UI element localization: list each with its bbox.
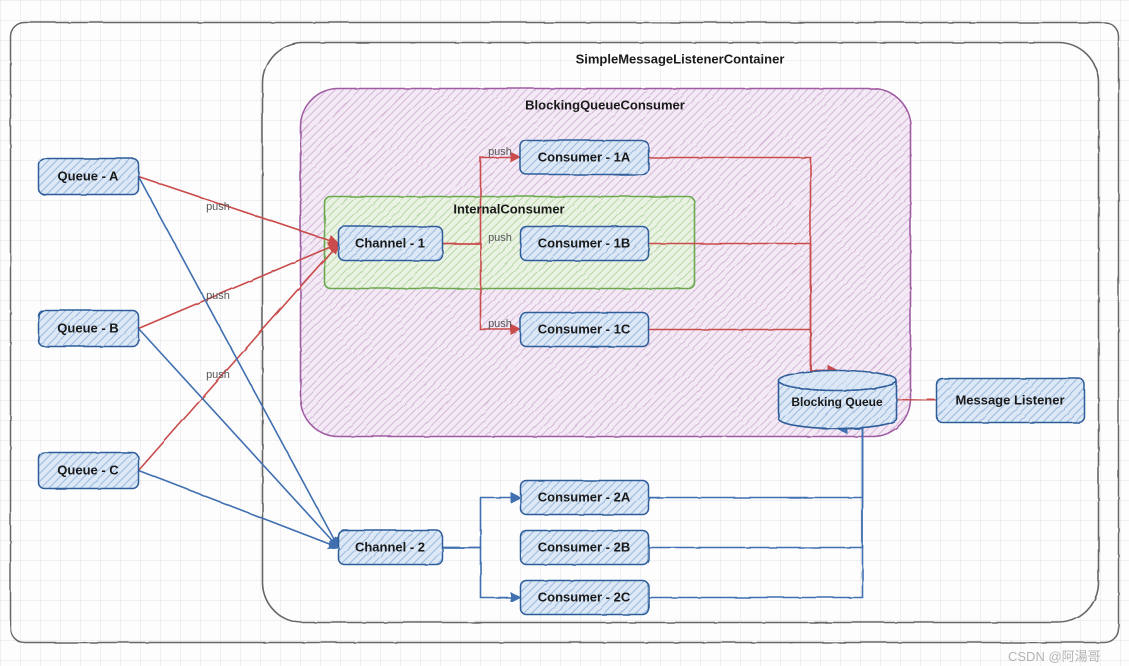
label-channel-2: Channel - 2 xyxy=(355,539,425,554)
label-queue-c: Queue - C xyxy=(57,462,119,477)
edge-consumer_2a-blocking_queue xyxy=(648,428,862,497)
edge-channel_2-consumer_2c xyxy=(442,547,520,597)
edge-queue_c-channel_2 xyxy=(138,470,338,547)
label-channel-1: Channel - 1 xyxy=(355,235,425,250)
edge-label-channel_1-consumer_1a: push xyxy=(488,146,512,158)
label-msg-listener: Message Listener xyxy=(955,392,1064,407)
label-smlc: SimpleMessageListenerContainer xyxy=(576,51,785,66)
label-consumer-1a: Consumer - 1A xyxy=(538,149,631,164)
label-internal: InternalConsumer xyxy=(453,201,564,216)
label-queue-a: Queue - A xyxy=(58,168,120,183)
edge-label-channel_1-consumer_1b: push xyxy=(488,232,512,244)
edge-label-queue_a-channel_1: push xyxy=(206,201,230,213)
edge-consumer_2c-blocking_queue xyxy=(648,428,862,597)
label-bqc: BlockingQueueConsumer xyxy=(525,97,685,112)
edge-consumer_2b-blocking_queue xyxy=(648,428,862,547)
label-consumer-1c: Consumer - 1C xyxy=(538,321,631,336)
edge-label-queue_b-channel_1: push xyxy=(206,290,230,302)
edge-label-queue_c-channel_1: push xyxy=(206,369,230,381)
label-queue-b: Queue - B xyxy=(57,320,118,335)
label-consumer-2b: Consumer - 2B xyxy=(538,539,630,554)
label-consumer-2c: Consumer - 2C xyxy=(538,589,631,604)
edge-blocking_queue-msg_listener xyxy=(896,399,936,400)
label-consumer-1b: Consumer - 1B xyxy=(538,235,630,250)
label-consumer-2a: Consumer - 2A xyxy=(538,489,631,504)
diagram-svg: SimpleMessageListenerContainer BlockingQu… xyxy=(0,0,1129,666)
edge-label-channel_1-consumer_1c: push xyxy=(488,318,512,330)
watermark: CSDN @阿湯哥 xyxy=(1008,646,1101,665)
label-blocking-queue: Blocking Queue xyxy=(791,395,883,409)
edge-channel_2-consumer_2a xyxy=(442,497,520,547)
